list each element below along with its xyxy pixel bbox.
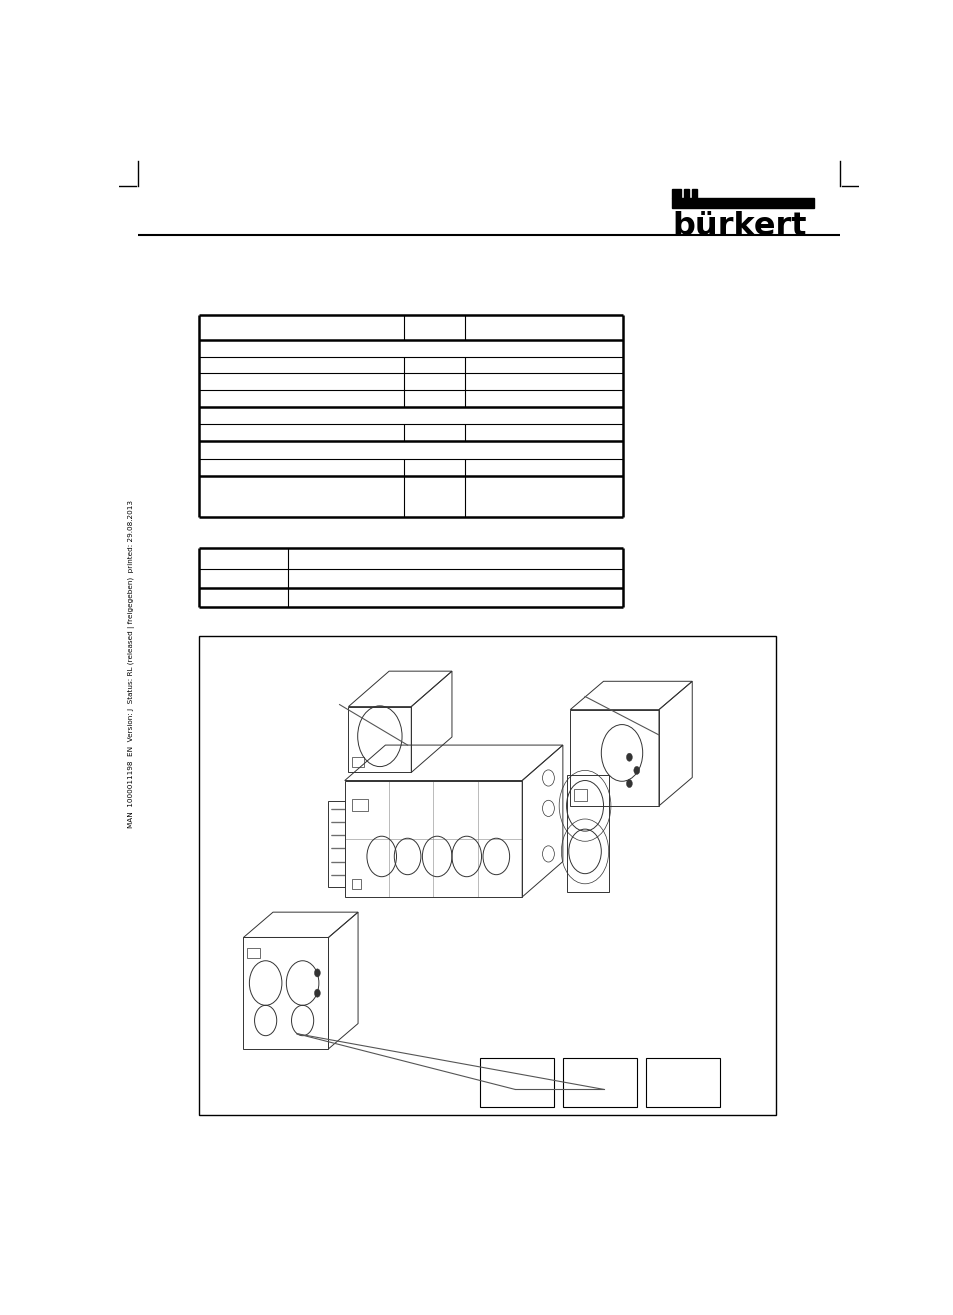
Bar [199, 635, 775, 1115]
Bar [247, 948, 260, 957]
Bar [570, 710, 659, 806]
Bar [672, 199, 813, 209]
Bar [243, 938, 328, 1049]
Circle shape [314, 989, 320, 997]
Bar [479, 1059, 554, 1106]
Bar [683, 189, 689, 199]
Text: MAN  1000011198  EN  Version: J  Status: RL (released | freigegeben)  printed: 2: MAN 1000011198 EN Version: J Status: RL … [128, 500, 134, 828]
Bar [645, 1059, 719, 1106]
Bar [672, 189, 680, 199]
Bar [352, 757, 364, 768]
Bar [574, 789, 587, 801]
Bar [562, 1059, 636, 1106]
Circle shape [626, 780, 632, 788]
Bar [352, 878, 360, 889]
Bar [348, 706, 411, 772]
Circle shape [633, 767, 639, 775]
Bar [352, 798, 368, 811]
Circle shape [314, 969, 320, 977]
Bar [566, 776, 609, 892]
Circle shape [626, 753, 632, 761]
Bar [328, 801, 344, 886]
Text: bürkert: bürkert [672, 212, 806, 242]
Bar [692, 189, 697, 199]
